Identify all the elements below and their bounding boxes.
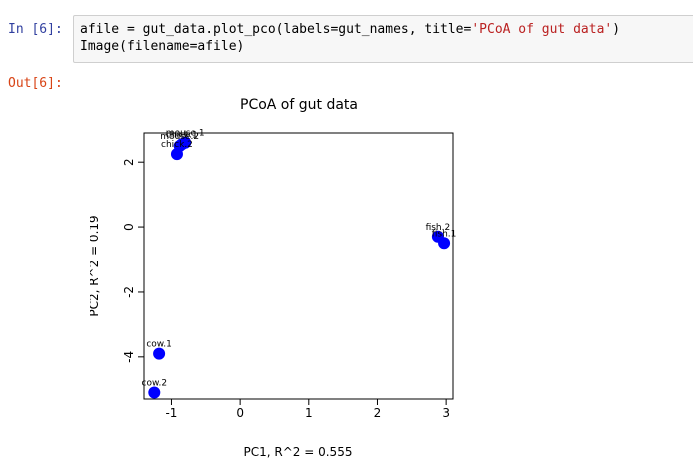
y-axis-label: PC2, R^2 = 0.19 <box>90 215 101 316</box>
output-image: PCoA of gut data PC1, R^2 = 0.555 PC2, R… <box>87 88 460 472</box>
point-label: cow.2 <box>142 379 168 389</box>
data-point <box>438 237 451 250</box>
code-text: ) <box>612 22 621 37</box>
x-tick-label: 2 <box>374 406 382 420</box>
data-point <box>153 347 166 360</box>
point-label: mouse.2 <box>160 132 199 142</box>
code-cell-editor[interactable]: afile = gut_data.plot_pco(labels=gut_nam… <box>73 15 693 63</box>
plot-frame <box>143 132 454 400</box>
code-text: Image(filename=afile) <box>80 39 245 54</box>
code-string-literal: 'PCoA of gut data' <box>471 22 613 37</box>
pcoa-scatter-plot: PCoA of gut data PC1, R^2 = 0.555 PC2, R… <box>87 97 457 459</box>
y-tick-label: -4 <box>122 351 136 363</box>
point-label: chick.2 <box>161 140 193 150</box>
point-label: fish.2 <box>426 223 451 233</box>
x-tick-label: 1 <box>305 406 313 420</box>
y-tick-label: 0 <box>122 223 136 231</box>
input-prompt: In [6]: <box>8 22 63 37</box>
x-axis-label: PC1, R^2 = 0.555 <box>244 445 353 459</box>
data-point <box>170 148 183 161</box>
point-label: cow.1 <box>146 340 172 350</box>
y-tick-label: 2 <box>122 158 136 166</box>
y-tick-label: -2 <box>122 286 136 298</box>
point-label: mouse.1 <box>166 129 205 139</box>
axis-ticks: -1 0 1 2 3 -4 -2 0 2 <box>122 158 450 420</box>
data-points <box>148 136 451 399</box>
x-tick-label: 0 <box>236 406 244 420</box>
point-label: chick.1 <box>166 130 198 140</box>
x-tick-label: 3 <box>442 406 450 420</box>
data-point <box>175 138 188 151</box>
code-text: afile = gut_data.plot_pco(labels=gut_nam… <box>80 22 472 37</box>
data-point <box>148 386 161 399</box>
output-prompt: Out[6]: <box>8 76 63 91</box>
chart-title: PCoA of gut data <box>240 97 358 113</box>
x-tick-label: -1 <box>165 406 177 420</box>
point-label: fish.1 <box>432 229 457 239</box>
